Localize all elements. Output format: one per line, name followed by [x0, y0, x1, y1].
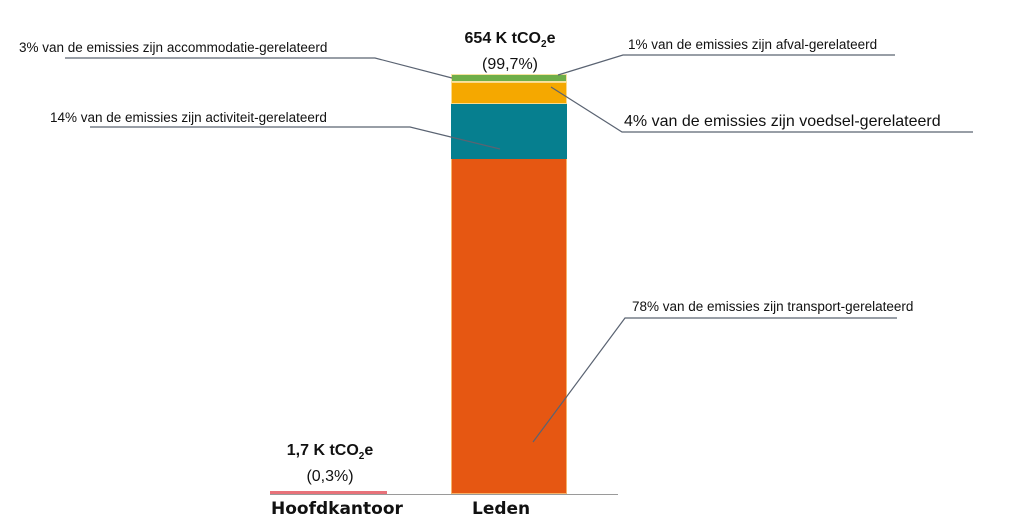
unit-suffix: e — [546, 30, 556, 47]
bar-hoofdkantoor — [270, 491, 387, 494]
unit-suffix: e — [364, 442, 374, 459]
category-hoofdkantoor: Hoofdkantoor — [271, 499, 403, 519]
label-accommodatie: 3% van de emissies zijn accommodatie-ger… — [19, 40, 328, 55]
total-leden: 654 K tCO2e (99,7%) — [430, 29, 590, 75]
total-hoofdkantoor-share: (0,3%) — [306, 468, 354, 485]
x-axis-line — [270, 494, 618, 495]
total-hoofdkantoor: 1,7 K tCO2e (0,3%) — [250, 441, 410, 487]
total-hoofdkantoor-value: 1,7 K tCO — [286, 442, 359, 459]
category-leden: Leden — [472, 499, 531, 519]
bar-segment-activiteit — [451, 104, 567, 159]
total-leden-value: 654 K tCO — [464, 30, 541, 47]
label-transport: 78% van de emissies zijn transport-gerel… — [632, 299, 914, 314]
bar-segment-voedsel-accommodatie — [451, 82, 567, 104]
label-afval: 1% van de emissies zijn afval-gerelateer… — [628, 37, 878, 52]
label-voedsel: 4% van de emissies zijn voedsel-gerelate… — [624, 113, 941, 130]
subscript: 2 — [541, 39, 547, 50]
total-leden-share: (99,7%) — [481, 56, 539, 73]
bar-segment-transport — [451, 159, 567, 494]
label-activiteit: 14% van de emissies zijn activiteit-gere… — [50, 110, 327, 125]
subscript: 2 — [358, 451, 365, 462]
